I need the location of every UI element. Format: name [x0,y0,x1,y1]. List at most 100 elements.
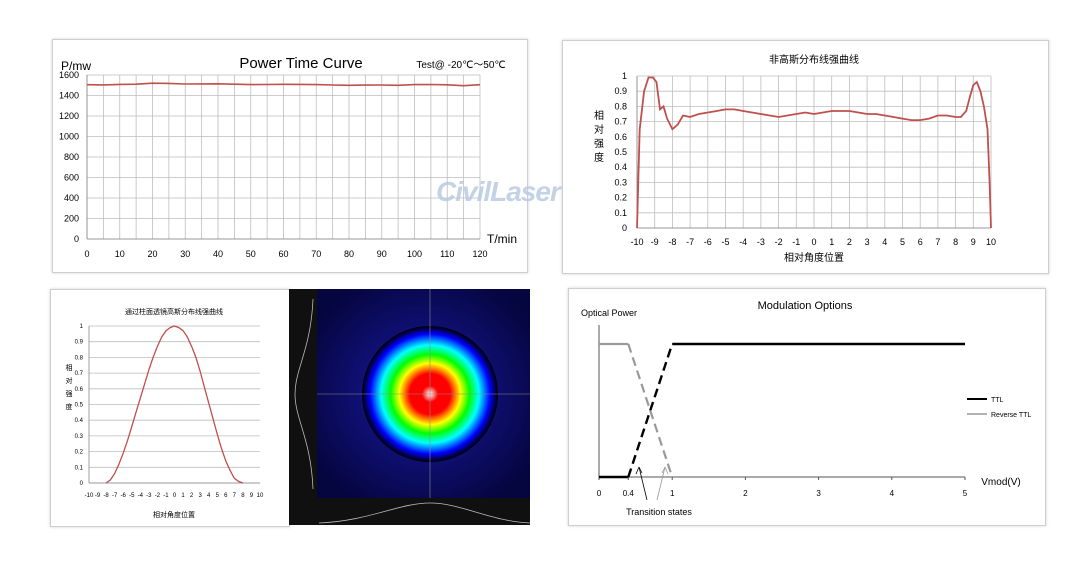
x-tick-label: 0 [84,249,89,259]
x-tick-label: -5 [721,237,729,247]
y-tick-label: 200 [64,214,79,224]
beam-profile-image [289,289,530,525]
x-tick-label: 2 [743,489,748,498]
legend-label: Reverse TTL [991,412,1031,419]
chart-title: 通过柱面透镜高斯分布线强曲线 [125,307,223,316]
y-tick-label: 800 [64,152,79,162]
y-tick-label: 1400 [59,91,79,101]
y-tick-label: 0.2 [614,193,627,203]
x-tick-label: 0 [173,493,177,499]
power-time-chart: 0 200 400 600 800 1000 1200 1400 1600 0 10 20 30 40 50… [59,55,517,259]
non-gauss-chart-panel: 0 0.1 0.2 0.3 0.4 0.5 0.6 0.7 0.8 0.9 1 -10 -9 -8 -7 -6… [562,40,1049,274]
x-tick-label: 5 [963,489,968,498]
x-tick-label: -7 [112,493,118,499]
x-tick-label: -1 [163,493,169,499]
annotation-arrowhead-2 [661,466,669,475]
temperature-annotation: Test@ -20℃～50℃ [416,60,505,71]
data-series-line [105,325,244,484]
annotation-arrow-1 [638,466,648,501]
x-tick-label: -2 [775,237,783,247]
y-tick-label: 0.3 [614,177,627,187]
x-tick-label: -5 [129,493,135,499]
y-axis-label-char: 对 [594,123,604,136]
y-tick-label: 0.5 [614,147,627,157]
chart-title: Power Time Curve [239,55,362,72]
x-tick-label: 60 [278,249,288,259]
y-tick-label: 0.7 [614,117,627,127]
y-tick-label: 0.6 [75,387,84,393]
y-tick-label: 0 [622,223,627,233]
annotation-arrowhead-1 [635,466,643,475]
x-tick-label: 9 [250,493,254,499]
x-tick-label: 3 [816,489,821,498]
horizontal-profile-curve [318,502,530,524]
x-tick-label: -7 [686,237,694,247]
x-tick-label: 0 [811,237,816,247]
y-tick-label: 0.3 [75,434,84,440]
gauss-chart-panel: 0 0.1 0.2 0.3 0.4 0.5 0.6 0.7 0.8 0.9 1 -10 -9 -8 -7 -6… [50,289,290,527]
x-tick-label: 10 [257,493,264,499]
x-tick-label: 90 [377,249,387,259]
y-tick-label: 1000 [59,132,79,142]
y-tick-label: 1200 [59,111,79,121]
y-tick-label: 0.6 [614,132,627,142]
x-tick-label: -9 [651,237,659,247]
x-tick-label: 4 [882,237,887,247]
y-axis-label: P/mw [61,59,91,73]
x-tick-label: 7 [935,237,940,247]
y-tick-label: 0.4 [75,418,84,424]
x-tick-label: -9 [95,493,101,499]
x-tick-label: 8 [953,237,958,247]
x-tick-label: 1 [181,493,185,499]
x-tick-label: 110 [440,249,454,259]
x-tick-label: -6 [121,493,127,499]
x-tick-label: 120 [472,249,487,259]
x-tick-label: -4 [138,493,144,499]
profile-strip-bottom [289,498,530,525]
x-tick-label: 30 [180,249,190,259]
x-tick-label: 10 [115,249,125,259]
x-tick-label: 4 [890,489,895,498]
x-tick-label: 1 [670,489,675,498]
x-tick-label: -10 [630,237,643,247]
x-axis-label: 相对角度位置 [784,251,844,264]
x-tick-label: -4 [739,237,747,247]
y-tick-label: 0 [80,481,84,487]
x-tick-label: 80 [344,249,354,259]
y-tick-label: 600 [64,173,79,183]
x-tick-label: -8 [668,237,676,247]
y-axis-label-char: 相 [594,109,604,122]
x-tick-label: 0.4 [623,489,635,498]
x-tick-label: -8 [103,493,109,499]
legend-label: TTL [991,397,1004,404]
x-axis-label: Vmod(V) [981,477,1020,488]
modulation-chart-panel: 0 0.4 1 2 3 4 5 Modulation Options Optical Power… [568,288,1046,526]
x-tick-label: 20 [147,249,157,259]
y-axis-label-char: 对 [66,376,73,385]
gauss-chart: 00.10.20.30.40.50.60.70.80.91-10 -9 -8 -7 -6… [66,307,264,519]
x-tick-label: 0 [597,489,602,498]
y-tick-label: 0.5 [75,403,84,409]
y-tick-label: 1 [622,71,627,81]
y-axis-label-char: 度 [594,151,604,164]
y-tick-label: 1600 [59,70,79,80]
power-time-chart-panel: 0 200 400 600 800 1000 1200 1400 1600 0 10 20 30 40 50… [52,39,528,273]
x-tick-label: 100 [407,249,422,259]
chart-title: Modulation Options [758,300,853,312]
x-tick-label: -2 [155,493,161,499]
x-tick-label: 2 [190,493,194,499]
x-tick-label: 3 [198,493,202,499]
y-axis-label-char: 强 [594,138,604,150]
y-axis-label-char: 相 [66,363,73,372]
x-tick-label: -6 [704,237,712,247]
non-gauss-chart: 00.10.20.30.40.50.60.70.80.91-10 -9 -8 -7 -6… [594,53,996,264]
transition-states-annotation: Transition states [626,507,692,517]
watermark-logo: CivilLaser [436,176,561,207]
x-tick-label: 1 [829,237,834,247]
y-tick-label: 0.1 [614,208,627,218]
y-tick-label: 0 [74,234,79,244]
chart-title: 非高斯分布线强曲线 [769,53,859,66]
x-tick-label: 5 [900,237,905,247]
data-series-line [86,82,481,87]
x-axis-label: 相对角度位置 [153,510,195,519]
